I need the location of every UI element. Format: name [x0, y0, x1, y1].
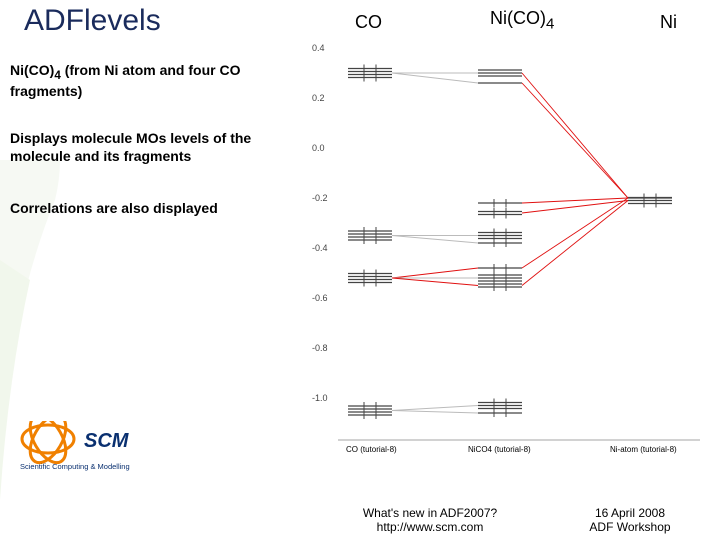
svg-text:0.2: 0.2 — [312, 93, 325, 103]
description-levels: Displays molecule MOs levels of the mole… — [10, 130, 270, 165]
footer-event: 16 April 2008ADF Workshop — [530, 506, 720, 534]
svg-text:0.0: 0.0 — [312, 143, 325, 153]
description-fragments: Ni(CO)4 (from Ni atom and four CO fragme… — [10, 62, 270, 101]
svg-text:NiCO4 (tutorial-8): NiCO4 (tutorial-8) — [468, 445, 531, 454]
energy-level-diagram: 0.4 0.2 0.0 -0.2 -0.4 -0.6 -0.8 -1.0 CO (tutoria… — [310, 40, 710, 470]
logo-subtext: Scientific Computing & Modelling — [20, 462, 130, 471]
svg-text:-0.2: -0.2 — [312, 193, 328, 203]
column-label-ni: Ni — [660, 12, 677, 33]
page-title: ADFlevels — [24, 4, 161, 38]
svg-text:-0.6: -0.6 — [312, 293, 328, 303]
svg-text:-0.8: -0.8 — [312, 343, 328, 353]
svg-text:-1.0: -1.0 — [312, 393, 328, 403]
column-label-nico4: Ni(CO)4 — [490, 8, 554, 33]
description-correlations: Correlations are also displayed — [10, 200, 270, 218]
footer-whatsnew: What's new in ADF2007?http://www.scm.com — [330, 506, 530, 534]
column-label-co: CO — [355, 12, 382, 33]
svg-text:Ni-atom (tutorial-8): Ni-atom (tutorial-8) — [610, 445, 677, 454]
scm-logo: SCM Scientific Computing & Modelling — [20, 421, 150, 482]
svg-text:0.4: 0.4 — [312, 43, 325, 53]
svg-text:CO (tutorial-8): CO (tutorial-8) — [346, 445, 397, 454]
svg-text:-0.4: -0.4 — [312, 243, 328, 253]
logo-text: SCM — [84, 430, 130, 452]
